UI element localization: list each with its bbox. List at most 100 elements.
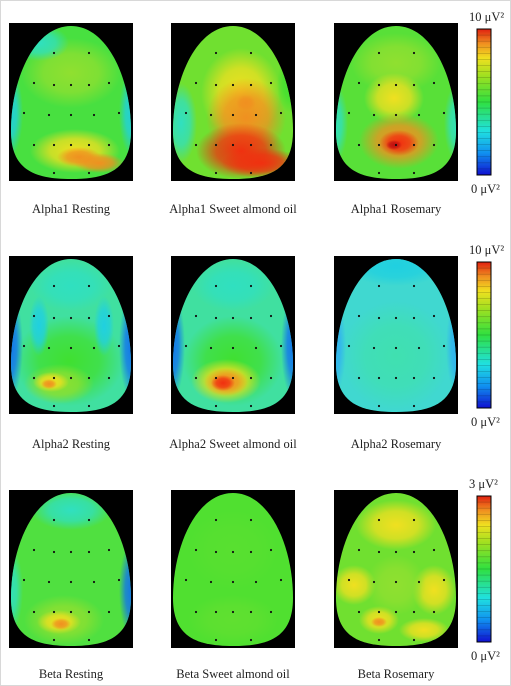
colorbar-min-label: 0 μV² [471, 415, 500, 429]
electrode [22, 111, 26, 115]
topomap [171, 256, 295, 414]
electrode [432, 610, 436, 614]
electrode [32, 314, 36, 318]
electrode [69, 580, 73, 584]
electrode [87, 83, 91, 87]
electrode [69, 376, 73, 380]
electrode [412, 51, 416, 55]
electrode [214, 284, 218, 288]
electrode [249, 171, 253, 175]
electrode [442, 344, 446, 348]
electrode [269, 143, 273, 147]
electrode [117, 578, 121, 582]
electrode [92, 580, 96, 584]
electrode [412, 404, 416, 408]
electrode [47, 346, 51, 350]
electrode [87, 404, 91, 408]
electrode [357, 548, 361, 552]
electrode [412, 284, 416, 288]
electrode [214, 316, 218, 320]
electrode [184, 578, 188, 582]
electrode [214, 550, 218, 554]
panel-label: Beta Resting [39, 667, 104, 681]
electrode [372, 580, 376, 584]
electrode [87, 284, 91, 288]
electrode [52, 316, 56, 320]
activity-blob [399, 618, 449, 642]
electrode [117, 111, 121, 115]
electrode [377, 143, 381, 147]
electrode [214, 638, 218, 642]
electrode [357, 610, 361, 614]
panel-label: Alpha2 Rosemary [351, 437, 442, 451]
colorbar-min-label: 0 μV² [471, 182, 500, 196]
electrode [231, 580, 235, 584]
electrode [249, 638, 253, 642]
electrode [194, 314, 198, 318]
colorbar-max-label: 10 μV² [469, 243, 504, 257]
electrode [442, 111, 446, 115]
topomap [171, 23, 295, 181]
electrode [214, 143, 218, 147]
electrode [254, 580, 258, 584]
electrode [87, 518, 91, 522]
electrode [52, 404, 56, 408]
electrode [417, 113, 421, 117]
topomap [9, 23, 133, 181]
electrode [432, 314, 436, 318]
electrode [442, 578, 446, 582]
activity-blob [173, 83, 197, 163]
electrode [249, 610, 253, 614]
colorbar [476, 261, 492, 409]
electrode [377, 171, 381, 175]
electrode [394, 316, 398, 320]
electrode [357, 314, 361, 318]
panel-label: Alpha1 Rosemary [351, 202, 442, 216]
electrode [194, 376, 198, 380]
electrode [394, 550, 398, 554]
activity-blob [444, 83, 456, 163]
electrode [377, 51, 381, 55]
electrode [214, 404, 218, 408]
electrode [432, 143, 436, 147]
electrode [372, 346, 376, 350]
electrode [269, 314, 273, 318]
electrode [347, 578, 351, 582]
electrode [249, 83, 253, 87]
electrode [47, 580, 51, 584]
electrode [412, 550, 416, 554]
panel-label: Alpha2 Resting [32, 437, 111, 451]
electrode [347, 111, 351, 115]
activity-blob [341, 301, 451, 411]
electrode [269, 610, 273, 614]
electrode [417, 346, 421, 350]
electrode [394, 376, 398, 380]
colorbar [476, 495, 492, 643]
electrode [32, 548, 36, 552]
electrode [52, 51, 56, 55]
electrode [52, 638, 56, 642]
electrode [69, 316, 73, 320]
electrode [52, 610, 56, 614]
electrode [412, 638, 416, 642]
topomap [334, 490, 458, 648]
electrode [117, 344, 121, 348]
electrode [69, 143, 73, 147]
electrode [249, 316, 253, 320]
electrode [52, 284, 56, 288]
topomap [9, 490, 133, 648]
activity-blob [371, 617, 387, 627]
electrode [377, 83, 381, 87]
activity-blob [336, 83, 348, 163]
electrode [194, 143, 198, 147]
electrode [107, 81, 111, 85]
electrode [184, 344, 188, 348]
colorbar-max-label: 10 μV² [469, 10, 504, 24]
activity-blob [386, 140, 402, 150]
electrode [394, 610, 398, 614]
activity-blob [351, 33, 441, 93]
electrode [209, 580, 213, 584]
electrode [231, 610, 235, 614]
activity-blob [41, 379, 57, 389]
electrode [69, 610, 73, 614]
